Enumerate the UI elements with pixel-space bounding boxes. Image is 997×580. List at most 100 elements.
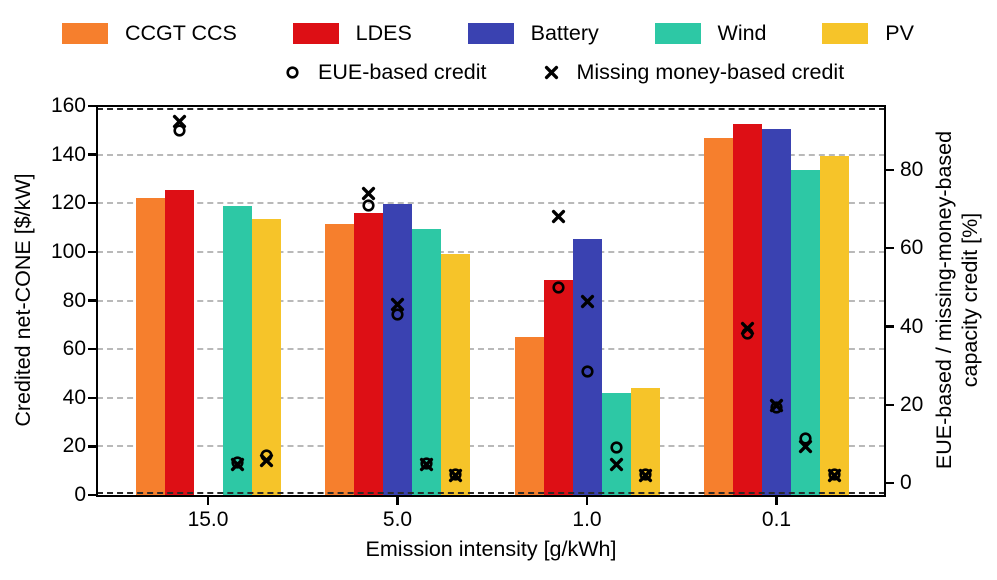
right-axis-tick bbox=[886, 481, 894, 485]
left-axis-tick-label: 100 bbox=[50, 239, 86, 263]
marker-eue-credit bbox=[580, 365, 594, 378]
legend-label: PV bbox=[885, 20, 914, 45]
top-spine bbox=[96, 104, 886, 107]
left-axis-tick bbox=[88, 299, 96, 302]
right-spine bbox=[883, 104, 887, 497]
legend-entry-ldes: LDES bbox=[292, 20, 412, 46]
x-axis-tick-label: 0.1 bbox=[761, 508, 792, 531]
marker-eue-credit bbox=[638, 467, 652, 481]
left-axis-tick-label: 40 bbox=[62, 385, 86, 409]
x-axis-tick bbox=[206, 497, 210, 505]
x-axis-tick bbox=[396, 497, 399, 505]
bar-wind-15.0 bbox=[222, 205, 252, 495]
x-marker-icon bbox=[543, 64, 560, 81]
x-axis-tick bbox=[775, 497, 778, 505]
circle-legend-glyph bbox=[286, 65, 299, 79]
gridline bbox=[97, 153, 885, 156]
bar-ccgt-ccs-5.0 bbox=[325, 223, 354, 495]
x-legend-glyph bbox=[544, 65, 558, 79]
legend-label: LDES bbox=[355, 20, 412, 45]
legend-label: Missing money-based credit bbox=[576, 59, 845, 84]
x-axis-title-text: Emission intensity [g/kWh] bbox=[365, 537, 617, 561]
marker-missing-money-credit bbox=[259, 454, 273, 468]
marker-missing-money-credit bbox=[798, 440, 813, 454]
marker-eue-credit bbox=[362, 199, 375, 212]
legend-swatch bbox=[822, 22, 869, 44]
left-axis-tick bbox=[88, 153, 96, 156]
right-axis-tick bbox=[886, 168, 894, 172]
legend-label: CCGT CCS bbox=[125, 20, 237, 45]
marker-eue-credit bbox=[172, 124, 186, 137]
left-axis-tick bbox=[88, 104, 96, 108]
x-axis-tick bbox=[585, 497, 589, 505]
left-axis-tick bbox=[88, 445, 96, 448]
legend-entry-wind: Wind bbox=[654, 21, 767, 46]
marker-missing-money-credit bbox=[551, 210, 565, 224]
bar-wind-5.0 bbox=[412, 228, 441, 495]
legend-entry-missing-money-based-credit: Missing money-based credit bbox=[543, 59, 845, 85]
right-axis-tick bbox=[886, 247, 894, 250]
left-axis-tick-label: 120 bbox=[50, 191, 86, 215]
marker-missing-money-credit bbox=[419, 457, 434, 471]
left-axis-tick bbox=[88, 396, 96, 399]
bar-ldes-15.0 bbox=[164, 189, 194, 495]
gridline bbox=[97, 250, 885, 253]
bar-ldes-1.0 bbox=[543, 279, 573, 495]
marker-eue-credit bbox=[449, 468, 462, 481]
gridline bbox=[97, 348, 885, 351]
left-axis-title-text: Credited net-CONE [$/kW] bbox=[11, 173, 35, 427]
gridline bbox=[97, 299, 885, 302]
gridline-zero bbox=[97, 491, 885, 494]
bottom-spine bbox=[96, 494, 886, 498]
gridline-top bbox=[97, 107, 885, 110]
legend-label: EUE-based credit bbox=[318, 59, 487, 84]
marker-missing-money-credit bbox=[580, 295, 594, 309]
legend-label: Battery bbox=[530, 20, 599, 45]
right-axis-title-line2: capacity credit [%] bbox=[958, 212, 982, 388]
gridline bbox=[97, 202, 885, 205]
bar-ccgt-ccs-1.0 bbox=[514, 336, 544, 495]
legend-entry-ccgt-ccs: CCGT CCS bbox=[62, 21, 237, 46]
bar-pv-15.0 bbox=[251, 219, 281, 495]
marker-eue-credit bbox=[391, 308, 404, 321]
left-axis-tick bbox=[88, 250, 96, 254]
marker-eue-credit bbox=[828, 468, 841, 481]
bar-wind-0.1 bbox=[791, 170, 820, 495]
right-axis-tick-label: 60 bbox=[900, 236, 924, 260]
marker-missing-money-credit bbox=[390, 298, 405, 312]
right-axis-tick-label: 20 bbox=[900, 392, 924, 416]
left-axis-tick bbox=[88, 202, 96, 205]
bar-ldes-0.1 bbox=[733, 124, 762, 495]
legend-swatch bbox=[467, 22, 514, 44]
legend-entry-pv: PV bbox=[822, 21, 914, 46]
legend-entry-eue-based-credit: EUE-based credit bbox=[284, 60, 487, 85]
marker-eue-credit bbox=[420, 457, 433, 470]
left-axis-tick-label: 140 bbox=[50, 142, 86, 166]
left-axis-tick-label: 80 bbox=[62, 288, 86, 312]
left-axis-tick bbox=[88, 493, 96, 497]
legend-series: CCGT CCS LDES Battery Wind PV bbox=[62, 20, 914, 46]
circle-marker-icon bbox=[284, 64, 301, 81]
x-axis-tick-label: 15.0 bbox=[187, 508, 229, 531]
marker-missing-money-credit bbox=[609, 458, 623, 472]
marker-missing-money-credit bbox=[172, 115, 186, 129]
right-axis-tick bbox=[886, 403, 894, 406]
marker-eue-credit bbox=[799, 432, 812, 445]
marker-missing-money-credit bbox=[769, 398, 784, 413]
right-axis-tick-label: 80 bbox=[900, 158, 924, 181]
bar-pv-5.0 bbox=[441, 254, 470, 495]
left-axis-tick-label: 0 bbox=[74, 483, 86, 506]
marker-missing-money-credit bbox=[361, 186, 376, 201]
legend-entry-battery: Battery bbox=[467, 20, 599, 46]
marker-missing-money-credit bbox=[827, 468, 842, 482]
marker-missing-money-credit bbox=[448, 468, 463, 483]
marker-eue-credit bbox=[230, 456, 244, 469]
marker-missing-money-credit bbox=[230, 458, 244, 472]
marker-eue-credit bbox=[551, 281, 565, 294]
gridline bbox=[97, 445, 885, 448]
bar-battery-0.1 bbox=[762, 129, 791, 495]
legend-swatch bbox=[292, 22, 339, 44]
bar-battery-5.0 bbox=[383, 204, 412, 495]
legend-swatch bbox=[654, 22, 701, 44]
